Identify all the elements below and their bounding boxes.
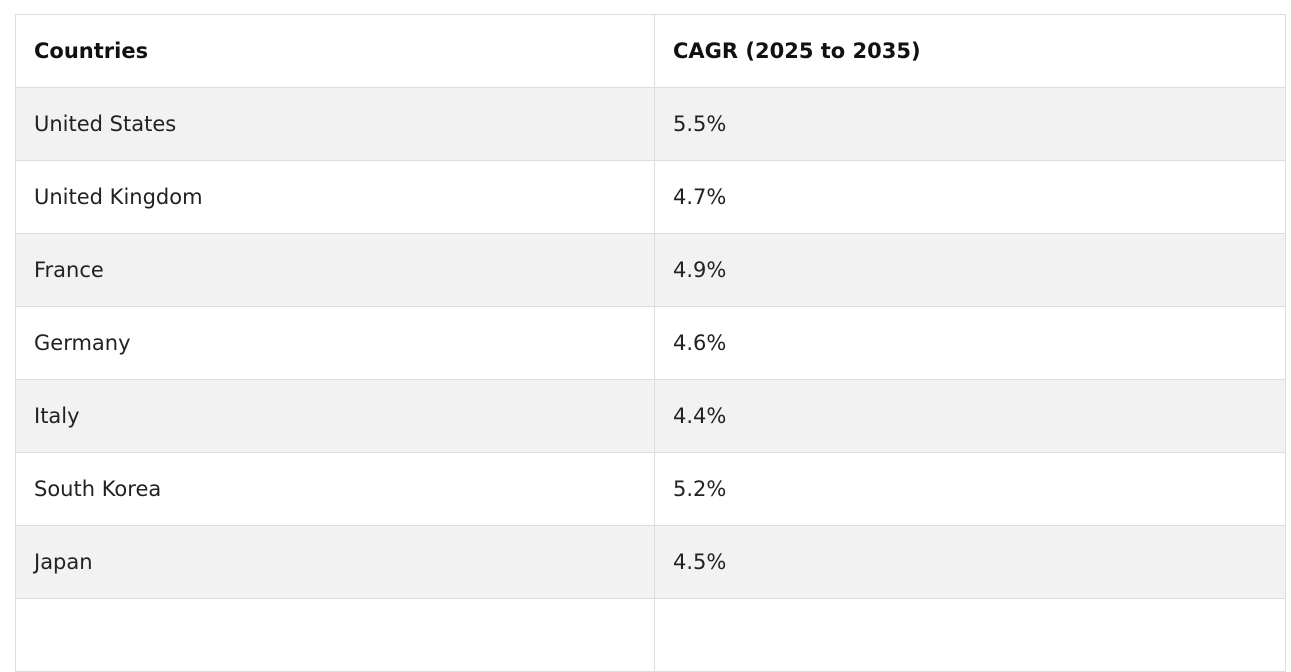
cagr-table-container: Countries CAGR (2025 to 2035) United Sta… [15, 14, 1286, 672]
cagr-cell: 4.4% [654, 379, 1286, 453]
cagr-cell: 4.5% [654, 525, 1286, 599]
cagr-cell: 4.6% [654, 306, 1286, 380]
header-cagr: CAGR (2025 to 2035) [654, 14, 1286, 88]
cagr-cell [654, 598, 1286, 672]
cagr-table: Countries CAGR (2025 to 2035) United Sta… [15, 14, 1286, 672]
country-cell: United Kingdom [15, 160, 655, 234]
cagr-cell: 5.5% [654, 87, 1286, 161]
table-row [15, 598, 1286, 672]
table-row: United States 5.5% [15, 87, 1286, 161]
country-cell: Germany [15, 306, 655, 380]
country-cell: South Korea [15, 452, 655, 526]
header-countries: Countries [15, 14, 655, 88]
country-cell: France [15, 233, 655, 307]
table-row: France 4.9% [15, 233, 1286, 307]
cagr-cell: 4.7% [654, 160, 1286, 234]
table-row: Germany 4.6% [15, 306, 1286, 380]
cagr-cell: 4.9% [654, 233, 1286, 307]
table-header-row: Countries CAGR (2025 to 2035) [15, 14, 1286, 88]
country-cell: Italy [15, 379, 655, 453]
table-row: Japan 4.5% [15, 525, 1286, 599]
cagr-cell: 5.2% [654, 452, 1286, 526]
country-cell [15, 598, 655, 672]
table-row: South Korea 5.2% [15, 452, 1286, 526]
table-row: Italy 4.4% [15, 379, 1286, 453]
country-cell: Japan [15, 525, 655, 599]
country-cell: United States [15, 87, 655, 161]
table-row: United Kingdom 4.7% [15, 160, 1286, 234]
